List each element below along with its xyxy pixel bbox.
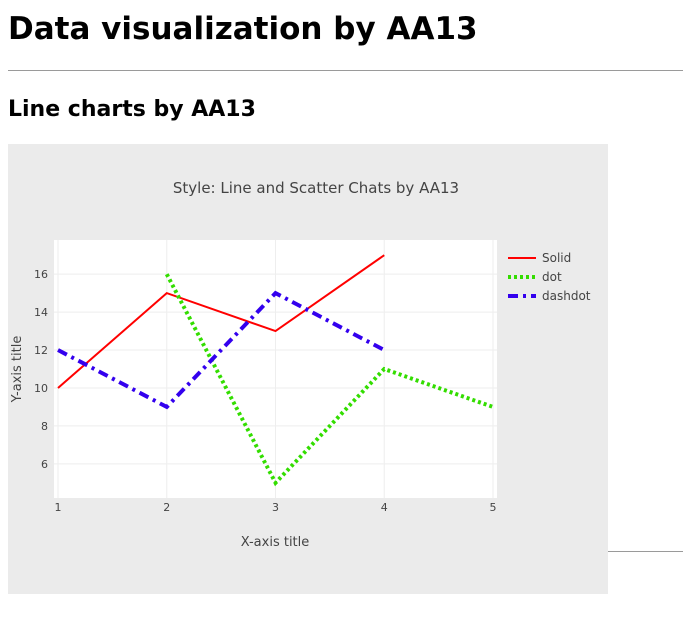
- page-title: Data visualization by AA13: [8, 11, 478, 47]
- divider: [8, 70, 683, 71]
- legend-label: dot: [542, 270, 562, 284]
- y-tick-label: 12: [34, 344, 48, 357]
- x-tick-label: 4: [381, 501, 388, 514]
- x-axis-title: X-axis title: [241, 535, 310, 550]
- y-tick-label: 16: [34, 268, 48, 281]
- y-tick-label: 14: [34, 306, 48, 319]
- legend-item-solid[interactable]: Solid: [508, 251, 571, 265]
- series-line-dot: [164, 273, 494, 487]
- y-tick-label: 6: [41, 458, 48, 471]
- legend[interactable]: Solid dot dashdot: [508, 251, 591, 303]
- legend-item-dot[interactable]: dot: [508, 270, 562, 284]
- legend-item-dashdot[interactable]: dashdot: [508, 289, 591, 303]
- chart-panel: 6 8 10 12 14 16 1 2 3 4 5 Style: Line and Scatter …: [8, 144, 608, 594]
- x-tick-label: 1: [55, 501, 62, 514]
- y-tick-label: 8: [41, 420, 48, 433]
- x-tick-label: 3: [272, 501, 279, 514]
- y-axis-title: Y-axis title: [10, 336, 25, 404]
- y-tick-label: 10: [34, 382, 48, 395]
- legend-label: dashdot: [542, 289, 591, 303]
- x-tick-label: 5: [490, 501, 497, 514]
- series-line-dashdot: [57, 290, 386, 410]
- series-line-solid: [57, 254, 385, 389]
- section-title: Line charts by AA13: [8, 97, 256, 122]
- legend-label: Solid: [542, 251, 571, 265]
- chart-title: Style: Line and Scatter Chats by AA13: [173, 179, 459, 197]
- series-group: [57, 254, 494, 487]
- x-tick-label: 2: [163, 501, 170, 514]
